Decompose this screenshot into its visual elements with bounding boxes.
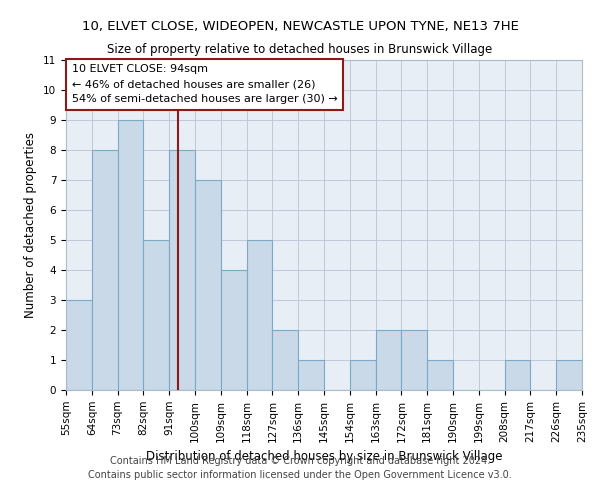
Y-axis label: Number of detached properties: Number of detached properties [25, 132, 37, 318]
Bar [118, 120, 143, 390]
Text: 10, ELVET CLOSE, WIDEOPEN, NEWCASTLE UPON TYNE, NE13 7HE: 10, ELVET CLOSE, WIDEOPEN, NEWCASTLE UPO… [82, 20, 518, 33]
X-axis label: Distribution of detached houses by size in Brunswick Village: Distribution of detached houses by size … [146, 450, 502, 463]
Text: 10 ELVET CLOSE: 94sqm
← 46% of detached houses are smaller (26)
54% of semi-deta: 10 ELVET CLOSE: 94sqm ← 46% of detached … [72, 64, 337, 104]
Bar [376, 330, 401, 390]
Bar [505, 360, 530, 390]
Bar [556, 360, 582, 390]
Bar [221, 270, 247, 390]
Bar [427, 360, 453, 390]
Bar [350, 360, 376, 390]
Text: Contains HM Land Registry data © Crown copyright and database right 2024.
Contai: Contains HM Land Registry data © Crown c… [88, 456, 512, 480]
Bar [298, 360, 324, 390]
Bar [66, 300, 92, 390]
Bar [195, 180, 221, 390]
Bar [92, 150, 118, 390]
Bar [401, 330, 427, 390]
Bar [247, 240, 272, 390]
Bar [143, 240, 169, 390]
Text: Size of property relative to detached houses in Brunswick Village: Size of property relative to detached ho… [107, 42, 493, 56]
Bar [272, 330, 298, 390]
Bar [169, 150, 195, 390]
